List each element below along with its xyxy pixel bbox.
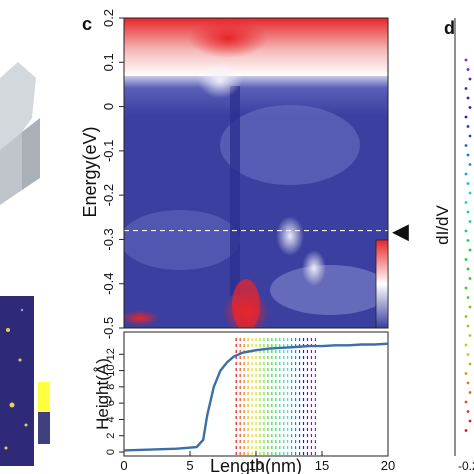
energy-marker-arrow: ◀ — [392, 219, 409, 244]
energy-tick-label: 0 — [101, 103, 116, 110]
length-tick-label: 15 — [315, 458, 329, 473]
panel-d-dot — [466, 296, 470, 299]
panel-d-dot — [466, 210, 470, 214]
panel-d-dot — [468, 220, 472, 223]
panel-d-dot — [464, 286, 468, 290]
height-axis-label: Height(Å) — [93, 358, 112, 430]
energy-tick-label: 0.1 — [101, 53, 116, 71]
panel-d-dot — [466, 182, 470, 185]
map-frame — [123, 17, 389, 329]
height-tick-label: 4 — [105, 416, 117, 422]
height-tick-label: 12 — [105, 348, 117, 360]
panel-d-dot — [464, 372, 468, 375]
panel-d-dot — [464, 87, 468, 90]
energy-tick-label: 0.2 — [101, 9, 116, 27]
panel-d-dot — [468, 334, 472, 337]
panel-d-dot — [468, 77, 472, 81]
panel-d-dot — [464, 343, 468, 347]
height-tick-label: 0 — [105, 449, 117, 455]
length-tick-label: 0 — [120, 458, 127, 473]
panel-d-dot — [466, 267, 470, 271]
panel-d-dot — [466, 353, 470, 356]
panel-d-dot — [464, 172, 468, 176]
conductance-map — [124, 18, 388, 328]
panel-d-dot — [468, 163, 472, 166]
panel-d-dot — [468, 277, 472, 280]
panel-d-dot — [464, 315, 468, 318]
panel-d-xtick: -0.2 — [458, 459, 474, 473]
panel-d-dot — [468, 362, 472, 366]
height-tick-labels: 0 2 4 6 8 10 12 — [105, 348, 124, 455]
position-markers — [235, 338, 316, 456]
panel-c-letter: c — [82, 14, 92, 34]
sample-3d-side-face — [22, 118, 40, 190]
panel-d-spectra-dots — [464, 58, 472, 432]
panel-d-dot — [466, 324, 470, 328]
energy-tick-labels: 0.2 0.1 0 -0.1 -0.2 -0.3 -0.4 -0.5 — [101, 9, 124, 339]
panel-d-dot — [468, 391, 472, 394]
dIdV-axis-label: dI/dV — [433, 204, 452, 244]
panel-d-dot — [466, 410, 470, 413]
energy-tick-label: -0.4 — [101, 273, 116, 295]
panel-d-dot — [468, 106, 472, 109]
panel-d-dot — [464, 144, 468, 147]
length-tick-label: 10 — [249, 458, 263, 473]
energy-tick-label: -0.2 — [101, 184, 116, 206]
panel-d-dot — [466, 381, 470, 385]
panel-d-dot — [468, 305, 472, 309]
panel-d-dot — [466, 125, 470, 128]
panel-d-dot — [466, 68, 470, 71]
panel-d-dot — [468, 191, 472, 195]
panel-d-dot — [466, 239, 470, 242]
height-profile-line — [123, 342, 389, 452]
energy-axis-label: Energy(eV) — [80, 126, 100, 217]
panel-d-dot — [464, 201, 468, 204]
panel-d-dot — [464, 115, 468, 119]
panel-d-dot — [464, 258, 468, 261]
panel-d-dot — [464, 229, 468, 233]
panel-d-dot — [466, 96, 470, 100]
energy-tick-label: -0.1 — [101, 140, 116, 162]
panel-d-dot — [466, 153, 470, 157]
panel-d-letter: d — [444, 18, 455, 38]
stm-topography-image — [0, 296, 34, 466]
height-tick-label: 10 — [105, 364, 117, 376]
height-tick-label: 2 — [105, 433, 117, 439]
height-tick-label: 6 — [105, 400, 117, 406]
sample-3d-top-surface — [0, 62, 36, 150]
length-axis-label: Length(nm) — [210, 456, 302, 474]
length-tick-label: 5 — [186, 458, 193, 473]
energy-tick-label: -0.3 — [101, 228, 116, 250]
panel-d-dot — [464, 58, 468, 62]
panel-d-dot — [468, 419, 472, 423]
panel-d-dot — [468, 248, 472, 252]
length-tick-label: 20 — [381, 458, 395, 473]
length-tick-labels: 0 5 10 15 20 — [120, 451, 395, 473]
topography-speckles — [4, 308, 28, 450]
height-tick-label: 8 — [105, 384, 117, 390]
energy-tick-label: -0.5 — [101, 317, 116, 339]
panel-d-dot — [464, 400, 468, 404]
map-colorbar — [375, 239, 389, 329]
panel-d-dot — [464, 429, 468, 432]
left-cropped-panels — [0, 40, 50, 466]
panel-d-dot — [468, 134, 472, 138]
